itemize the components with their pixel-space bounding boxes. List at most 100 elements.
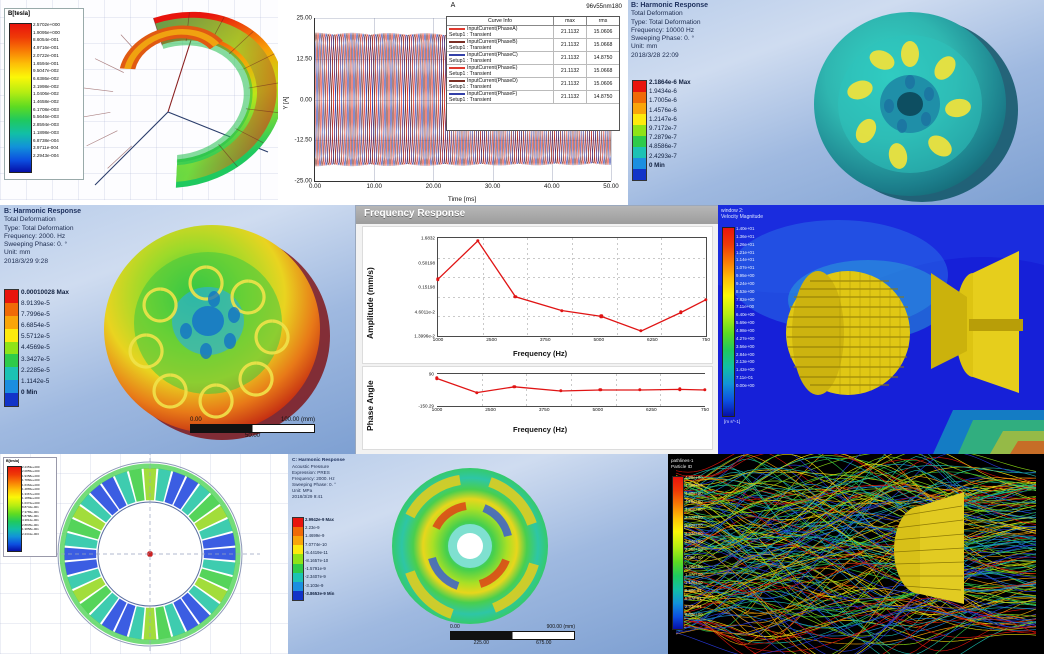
legend-band: [293, 564, 303, 573]
legend-value: 2.93e+00: [685, 530, 703, 538]
legend-color-swatch: [449, 80, 465, 82]
pathlines-graphic: [668, 454, 1044, 654]
scale-right: 100.00 (mm): [281, 417, 315, 423]
y-tick: 1.6832: [421, 236, 435, 241]
legend-band: [5, 393, 18, 406]
result-info-block-2: B: Harmonic Response Total Deformation T…: [4, 208, 81, 266]
legend-band: [633, 114, 646, 125]
legend-max-cell: 21.1132: [554, 52, 587, 65]
panel-frequency-response-window: Frequency Response Amplitude (mm/s) 1000…: [355, 205, 720, 456]
y-tick: 90: [429, 372, 434, 377]
result-timestamp: 2018/3/28 22:09: [631, 52, 708, 60]
legend-value: -8.1657e-10: [305, 557, 334, 565]
y-tick: 1.3996e-2: [414, 334, 435, 339]
panel-magnetic-flux: B[tesla] 2.5702e+000 1.9095e+000 8.6054e-…: [0, 0, 278, 200]
legend-value: 3.81e+00: [685, 506, 703, 514]
scale-strip: [190, 424, 315, 433]
cfd-caption: window 2: Velocity Magnitude: [721, 208, 763, 221]
legend-value: 0.00e+00: [685, 611, 703, 619]
legend-band: [293, 591, 303, 600]
legend-max-cell: 21.1132: [554, 91, 587, 104]
legend-value: 1.21e+01: [736, 249, 754, 257]
flux-legend-title: B[tesla]: [5, 9, 83, 18]
y-tick: 25.00: [297, 15, 312, 22]
data-point: [703, 388, 706, 391]
legend-table: Curve Info max rms InputCurrent(PhaseA) S…: [447, 17, 619, 104]
legend-value: -3.103e-9: [305, 582, 334, 590]
y-tick: 0.50198: [418, 260, 435, 265]
x-tick: 50.00: [603, 183, 618, 190]
legend-value: 9.95e+00: [736, 272, 754, 280]
legend-values: 4.98e+00 4.69e+00 4.40e+00 4.10e+00 3.81e+00…: [685, 474, 703, 619]
legend-row: InputCurrent(PhaseC) Setup1 : Transient 21…: [447, 52, 619, 65]
legend-curve-cell: InputCurrent(PhaseE) Setup1 : Transient: [447, 65, 554, 78]
legend-value: -5.4419e-11: [305, 549, 334, 557]
legend-max-cell: 21.1132: [554, 65, 587, 78]
legend-rms-cell: 15.0668: [587, 65, 620, 78]
legend-max-cell: 21.1132: [554, 26, 587, 39]
x-tick: 6250: [646, 408, 657, 413]
legend-value: 1.47e+00: [685, 571, 703, 579]
x-tick: 5000: [593, 338, 604, 343]
y-tick: 0.00: [300, 96, 312, 103]
legend-curve-cell: InputCurrent(PhaseD) Setup1 : Transient: [447, 78, 554, 91]
legend-band: [633, 81, 646, 92]
legend-band: [5, 290, 18, 303]
legend-row: InputCurrent(PhaseF) Setup1 : Transient 21…: [447, 91, 619, 104]
legend-band: [633, 136, 646, 147]
panel-flux-density-cross-section: B[tesla] 2.2353e+000 2.0855e+000 1.9358e+0…: [0, 454, 288, 654]
legend-value: 2.35e+00: [685, 546, 703, 554]
legend-color-bar: [632, 80, 647, 181]
legend-band: [293, 527, 303, 536]
x-tick: 1000: [433, 338, 444, 343]
panel-transient-current-chart: A 96v55nm180 Y [A] Time [ms] 25.00 12.50…: [278, 0, 629, 205]
legend-rms-cell: 15.0668: [587, 39, 620, 52]
flux-legend-values: 2.2353e+000 2.0855e+000 1.9358e+000 1.7860e…: [22, 465, 40, 536]
legend-band: [293, 545, 303, 554]
amplitude-y-title: Amplitude (mm/s): [365, 239, 375, 339]
legend-value: 1.76e+00: [685, 563, 703, 571]
legend-rms-cell: 14.8750: [587, 91, 620, 104]
x-tick: 3750: [539, 408, 550, 413]
legend-band: [5, 342, 18, 355]
legend-value: 2.84e+00: [736, 351, 754, 359]
legend-value: 1.1869e+000: [22, 496, 40, 500]
legend-curve-cell: InputCurrent(PhaseA) Setup1 : Transient: [447, 26, 554, 39]
legend-value: 8.8742e-001: [22, 505, 40, 509]
result-line: Total Deformation: [4, 216, 81, 224]
x-tick: 20.00: [426, 183, 441, 190]
result-line: Total Deformation: [631, 10, 708, 18]
legend-header-max: max: [554, 17, 587, 26]
flux-color-bar: [9, 23, 32, 173]
caption-line: Particle ID: [671, 464, 693, 470]
pathlines-caption: pathlines-1 Particle ID: [671, 458, 693, 470]
legend-value: 4.10e+00: [685, 498, 703, 506]
result-header: B: Harmonic Response: [631, 2, 708, 10]
series-line: [438, 241, 706, 331]
legend-value: 5.69e+00: [736, 319, 754, 327]
legend-band: [293, 554, 303, 563]
scale-left: 0.00: [450, 624, 460, 630]
collage-stage: B[tesla] 2.5702e+000 1.9095e+000 8.6054e-…: [0, 0, 1044, 654]
legend-value: 2.13e+00: [736, 358, 754, 366]
scale-mid-2: 675.00: [536, 640, 551, 646]
scale-mid: 50.00: [190, 433, 315, 439]
legend-color-bar: [4, 289, 19, 407]
result-line: Unit: mm: [4, 249, 81, 257]
legend-value: 0.00e+00: [736, 382, 754, 390]
legend-band: [5, 367, 18, 380]
legend-values: 2.1864e-6 Max 1.9434e-6 1.7005e-6 1.4576e…: [649, 78, 691, 170]
legend-value: 3.22e+00: [685, 522, 703, 530]
phase-y-title: Phase Angle: [365, 369, 375, 431]
legend-values: 2.9942e-9 Max 2.23e-9 1.4699e-9 7.0774e-10-…: [305, 516, 334, 598]
legend-band: [5, 380, 18, 393]
panel-harmonic-response-2000hz: B: Harmonic Response Total Deformation T…: [0, 205, 355, 454]
legend-value: 4.69e+00: [685, 482, 703, 490]
legend-band: [293, 582, 303, 591]
legend-curve-sub: Setup1 : Transient: [449, 45, 491, 51]
x-tick: 40.00: [544, 183, 559, 190]
response-curve: [438, 238, 706, 336]
legend-value: 8.80e-01: [685, 587, 703, 595]
flux-legend-values: 2.5702e+000 1.9095e+000 8.6054e-001 4.9716…: [33, 21, 60, 160]
amplitude-chart: Amplitude (mm/s) 1000 2500 3750 5000 6250 750…: [362, 226, 713, 364]
